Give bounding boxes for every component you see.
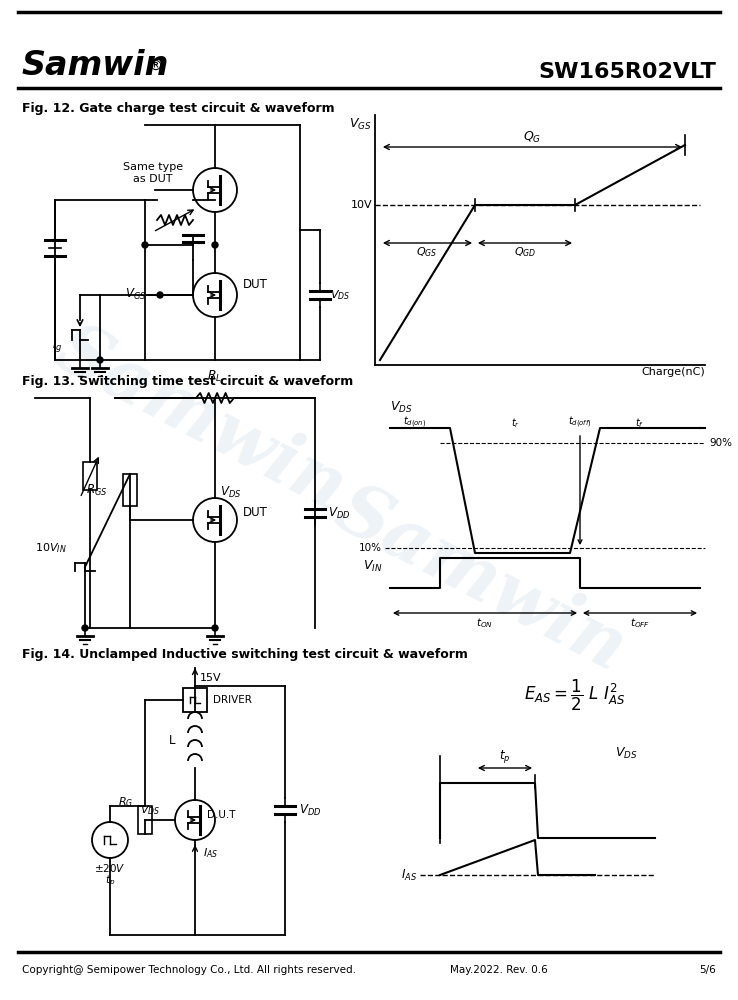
Text: $t_{ON}$: $t_{ON}$ xyxy=(477,616,494,630)
Text: $V_{GS}$: $V_{GS}$ xyxy=(349,117,372,132)
Text: $I_{AS}$: $I_{AS}$ xyxy=(203,846,218,860)
Text: SW165R02VLT: SW165R02VLT xyxy=(538,62,716,82)
Text: $E_{AS} = \dfrac{1}{2}\ L\ I_{AS}^{2}$: $E_{AS} = \dfrac{1}{2}\ L\ I_{AS}^{2}$ xyxy=(524,678,626,713)
Text: 15V: 15V xyxy=(200,673,221,683)
Bar xyxy=(83,462,97,490)
Bar xyxy=(183,688,207,712)
Text: $t_{d(on)}$: $t_{d(on)}$ xyxy=(404,415,427,430)
Text: $t_p$: $t_p$ xyxy=(500,748,511,765)
Text: $Q_{GD}$: $Q_{GD}$ xyxy=(514,245,537,259)
Text: Samwin: Samwin xyxy=(43,314,357,526)
Text: $I_g$: $I_g$ xyxy=(52,336,62,354)
Text: $V_{DS}$: $V_{DS}$ xyxy=(390,400,413,415)
Text: $\pm20V$: $\pm20V$ xyxy=(94,862,125,874)
Text: $V_{DS}$: $V_{DS}$ xyxy=(330,288,351,302)
Circle shape xyxy=(212,625,218,631)
Text: Copyright@ Semipower Technology Co., Ltd. All rights reserved.: Copyright@ Semipower Technology Co., Ltd… xyxy=(22,965,356,975)
Text: $t_{OFF}$: $t_{OFF}$ xyxy=(630,616,650,630)
Circle shape xyxy=(82,625,88,631)
Text: DUT: DUT xyxy=(243,506,268,518)
Text: ®: ® xyxy=(148,60,162,74)
Text: $R_{GS}$: $R_{GS}$ xyxy=(86,482,108,498)
Text: $I_{AS}$: $I_{AS}$ xyxy=(401,867,417,883)
Text: $10V_{IN}$: $10V_{IN}$ xyxy=(35,541,66,555)
Text: $V_{IN}$: $V_{IN}$ xyxy=(362,558,382,574)
Text: Samwin: Samwin xyxy=(323,474,637,686)
Circle shape xyxy=(212,242,218,248)
Text: $t_p$: $t_p$ xyxy=(105,874,115,888)
Text: Fig. 12. Gate charge test circuit & waveform: Fig. 12. Gate charge test circuit & wave… xyxy=(22,102,334,115)
Text: D.U.T: D.U.T xyxy=(207,810,235,820)
Text: 10%: 10% xyxy=(359,543,382,553)
Bar xyxy=(138,806,152,834)
Text: DRIVER: DRIVER xyxy=(213,695,252,705)
Text: Samwin: Samwin xyxy=(22,49,170,82)
Text: Same type: Same type xyxy=(123,162,183,172)
Text: $t_r$: $t_r$ xyxy=(511,416,520,430)
Text: L: L xyxy=(168,734,175,746)
Text: $V_{GS}$: $V_{GS}$ xyxy=(125,287,146,302)
Text: 5/6: 5/6 xyxy=(699,965,716,975)
Text: as DUT: as DUT xyxy=(134,174,173,184)
Text: DUT: DUT xyxy=(243,278,268,292)
Text: $Q_{GS}$: $Q_{GS}$ xyxy=(416,245,438,259)
Text: $Q_G$: $Q_G$ xyxy=(523,130,541,145)
Text: $V_{DS}$: $V_{DS}$ xyxy=(139,803,160,817)
Text: Charge(nC): Charge(nC) xyxy=(641,367,705,377)
Circle shape xyxy=(142,242,148,248)
Text: $R_G$: $R_G$ xyxy=(117,795,133,809)
Bar xyxy=(123,474,137,506)
Circle shape xyxy=(157,292,163,298)
Text: May.2022. Rev. 0.6: May.2022. Rev. 0.6 xyxy=(450,965,548,975)
Text: 10V: 10V xyxy=(351,200,372,210)
Text: $V_{DS}$: $V_{DS}$ xyxy=(220,485,241,500)
Text: Fig. 13. Switching time test circuit & waveform: Fig. 13. Switching time test circuit & w… xyxy=(22,375,354,388)
Circle shape xyxy=(97,357,103,363)
Text: $V_{DS}$: $V_{DS}$ xyxy=(615,746,638,761)
Text: $t_{d(off)}$: $t_{d(off)}$ xyxy=(568,415,592,430)
Text: Fig. 14. Unclamped Inductive switching test circuit & waveform: Fig. 14. Unclamped Inductive switching t… xyxy=(22,648,468,661)
Text: $V_{DD}$: $V_{DD}$ xyxy=(299,802,321,818)
Text: $R_L$: $R_L$ xyxy=(207,369,223,384)
Text: $t_f$: $t_f$ xyxy=(635,416,644,430)
Text: 90%: 90% xyxy=(709,438,732,448)
Text: $V_{DD}$: $V_{DD}$ xyxy=(328,505,351,521)
